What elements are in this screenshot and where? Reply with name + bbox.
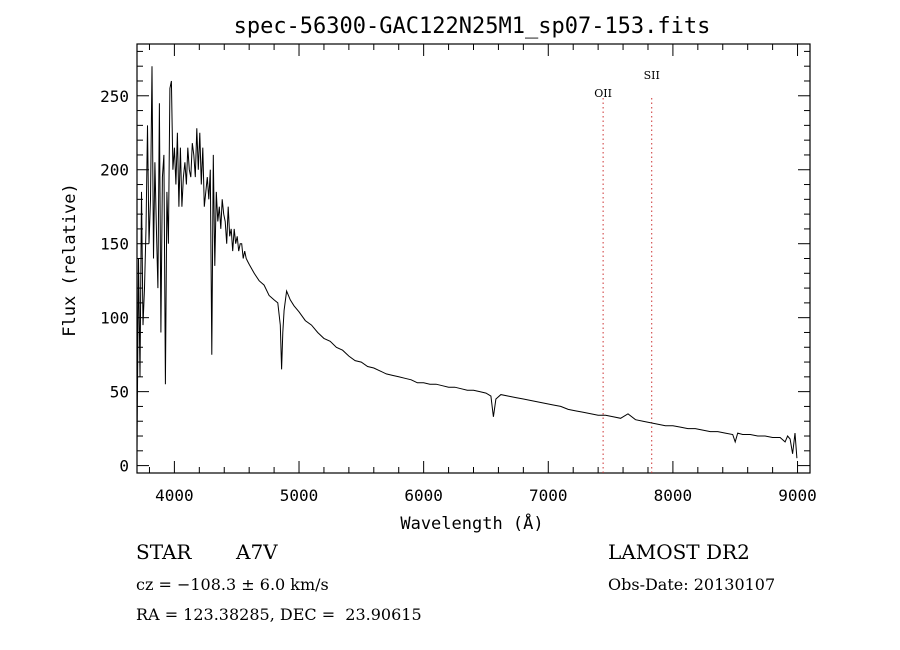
y-tick-label: 50 — [110, 383, 129, 402]
spectrum-line — [136, 66, 798, 459]
x-axis-label: Wavelength (Å) — [400, 512, 543, 534]
x-tick-label: 5000 — [280, 486, 319, 505]
plot-frame — [136, 43, 811, 474]
y-tick-label: 100 — [100, 309, 129, 328]
y-tick-label: 250 — [100, 87, 129, 106]
survey-name: LAMOST DR2 — [608, 540, 750, 564]
object-class: STAR — [136, 540, 192, 564]
emission-line-markers: OII SII — [594, 69, 660, 473]
observation-date: Obs-Date: 20130107 — [608, 575, 776, 594]
y-tick-label: 150 — [100, 235, 129, 254]
x-tick-label: 9000 — [778, 486, 817, 505]
y-tick-label: 0 — [119, 457, 129, 476]
emission-line-label: OII — [594, 87, 612, 100]
x-tick-label: 7000 — [529, 486, 568, 505]
x-axis: 4000 5000 6000 7000 8000 9000 — [148, 44, 817, 505]
subclass: A7V — [236, 540, 278, 564]
emission-line-label: SII — [644, 69, 660, 82]
chart-title: spec-56300-GAC122N25M1_sp07-153.fits — [234, 14, 711, 39]
x-tick-label: 4000 — [155, 486, 194, 505]
x-tick-label: 8000 — [654, 486, 693, 505]
coordinates: RA = 123.38285, DEC = 23.90615 — [136, 605, 422, 624]
y-tick-label: 200 — [100, 161, 129, 180]
redshift-velocity: cz = −108.3 ± 6.0 km/s — [136, 575, 329, 594]
y-axis-label: Flux (relative) — [60, 183, 80, 337]
x-tick-label: 6000 — [404, 486, 443, 505]
y-axis: 0 50 100 150 200 250 — [100, 50, 810, 476]
